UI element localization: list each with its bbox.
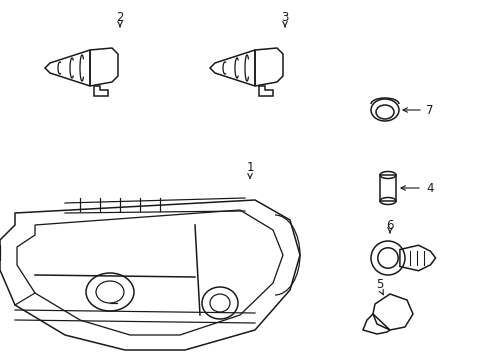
Text: 7: 7	[426, 104, 433, 117]
Text: 4: 4	[426, 181, 433, 194]
Text: 2: 2	[116, 10, 123, 23]
Text: 1: 1	[246, 161, 253, 174]
Text: 6: 6	[386, 219, 393, 231]
Text: 3: 3	[281, 10, 288, 23]
Text: 5: 5	[376, 279, 383, 292]
